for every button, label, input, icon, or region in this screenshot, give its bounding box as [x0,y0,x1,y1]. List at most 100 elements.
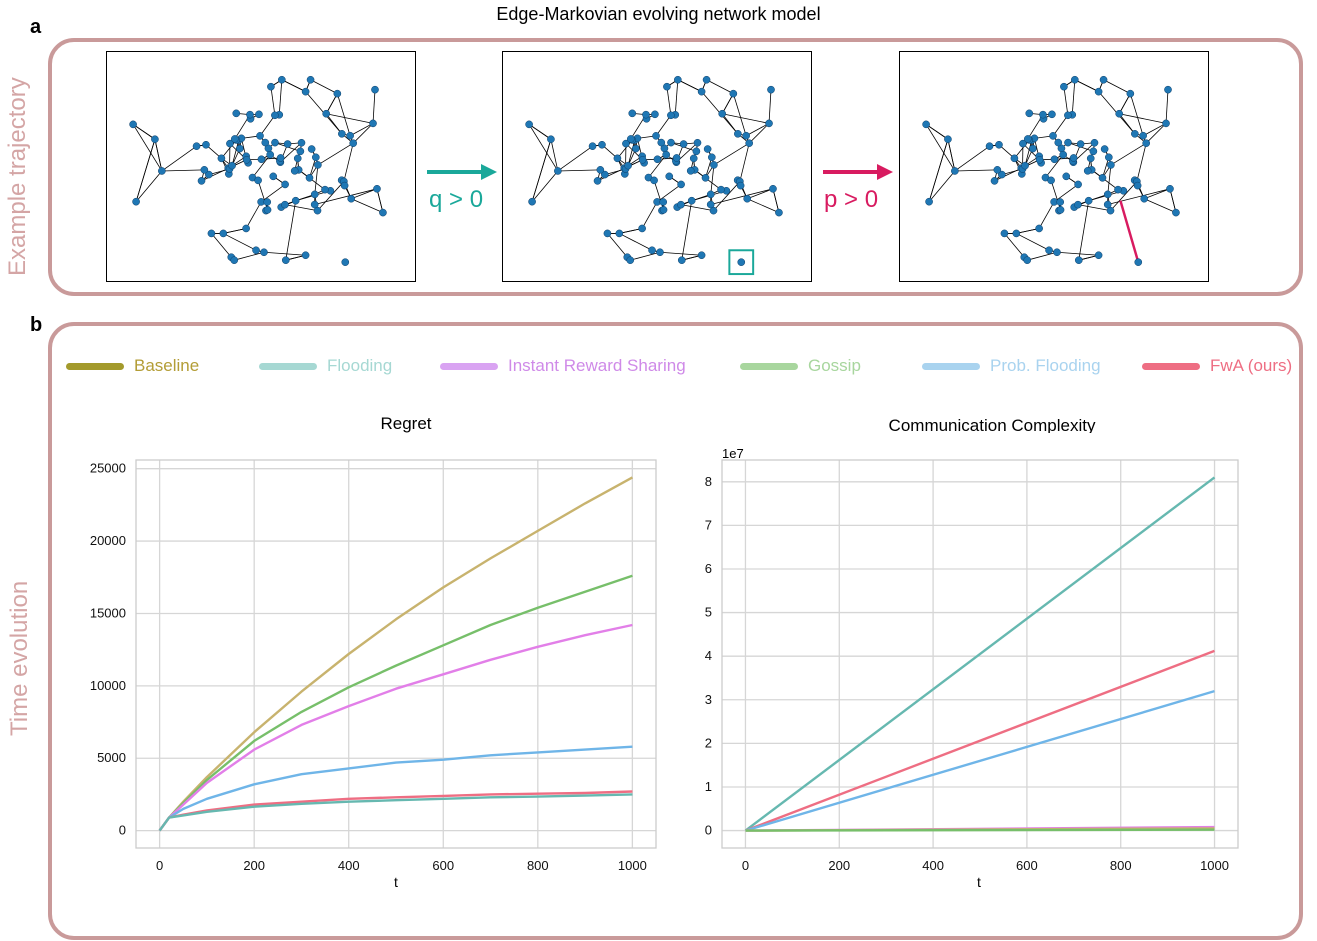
network-node [293,154,302,163]
network-node [1029,144,1037,153]
network-node [650,176,658,185]
network-edge [223,233,257,251]
network-node [1134,258,1143,266]
arrow-p-label: p > 0 [824,186,879,213]
network-node [667,138,675,147]
network-node [693,138,702,147]
network-edge [1074,79,1099,93]
network-node [1035,224,1043,233]
network-edge [925,124,956,172]
network-node [1000,229,1009,238]
network-node [1094,87,1103,96]
network-node [321,185,329,194]
network-node [1021,161,1029,170]
network-graph-3 [922,75,1180,266]
network-node [951,167,959,175]
network-edge [221,139,237,159]
network-node [692,147,701,156]
network-node [151,135,159,144]
network-node [1094,251,1103,260]
network-node [665,172,674,181]
network-node [1126,89,1135,98]
network-node [993,166,1002,174]
network-node [944,135,952,144]
network-snapshot-3 [899,51,1209,282]
legend-swatch [740,362,798,370]
network-node [657,138,666,147]
network-node [347,194,356,203]
network-edge [954,169,998,172]
network-edge [1118,113,1136,135]
panel-b-side-label: Time evolution [6,580,33,736]
network-edge [278,79,283,115]
arrow-p-icon [823,164,893,180]
network-node [769,184,777,193]
network-node [603,229,612,238]
network-edge [713,181,741,211]
network-edge [211,233,232,258]
network-edge [132,124,163,172]
network-node [775,208,783,217]
network-edge [1014,139,1030,159]
network-node [624,161,632,170]
network-edge [748,123,770,144]
network-node [998,170,1006,179]
network-node [615,229,624,238]
network-node [734,130,742,138]
arrow-q-label: q > 0 [429,186,484,213]
network-graph-1 [129,75,387,266]
network-node [706,190,715,199]
network-node [231,135,239,143]
comm-chart-offset-text: 1e7 [722,446,744,461]
network-node [697,87,706,96]
network-node [1074,180,1082,189]
network-node [266,150,275,159]
network-node [1172,208,1180,217]
network-node [1098,174,1107,182]
network-edge [284,204,318,212]
network-edge [231,140,240,166]
network-node [322,109,331,118]
network-node [737,258,746,266]
network-node [1064,111,1072,120]
network-node [158,167,166,175]
network-node [626,256,635,264]
network-node [1074,200,1082,209]
network-node [1012,229,1021,238]
network-edge [557,145,593,172]
network-node [1062,172,1071,181]
network-node [1115,109,1124,118]
network-edge [310,79,338,94]
network-edge [1119,113,1167,124]
network-edge [674,79,679,115]
network-node [307,145,316,153]
network-edge [351,198,384,213]
regret-xlabel: t [394,874,398,890]
network-node [703,145,712,153]
network-snapshot-1 [106,51,416,282]
network-edge [1004,233,1025,258]
network-node [642,110,650,119]
network-edge [135,139,156,202]
network-edge [317,142,354,166]
network-edge [739,143,750,182]
network-node [1025,109,1034,118]
network-node [197,177,206,185]
arrow-q-icon [427,164,497,180]
network-edge [681,200,693,261]
network-node [1164,85,1172,94]
network-node [291,196,300,205]
network-node [217,154,226,163]
network-node [305,174,314,182]
network-node [271,138,279,147]
network-edge [531,170,559,202]
network-node [254,176,262,185]
network-edge [325,93,338,114]
network-node [290,167,299,175]
network-node [1069,154,1078,162]
network-node [1059,150,1068,159]
network-node [1103,190,1112,199]
network-edge [677,79,702,93]
legend-item-baseline: Baseline [66,356,199,376]
network-edge [1142,123,1167,137]
